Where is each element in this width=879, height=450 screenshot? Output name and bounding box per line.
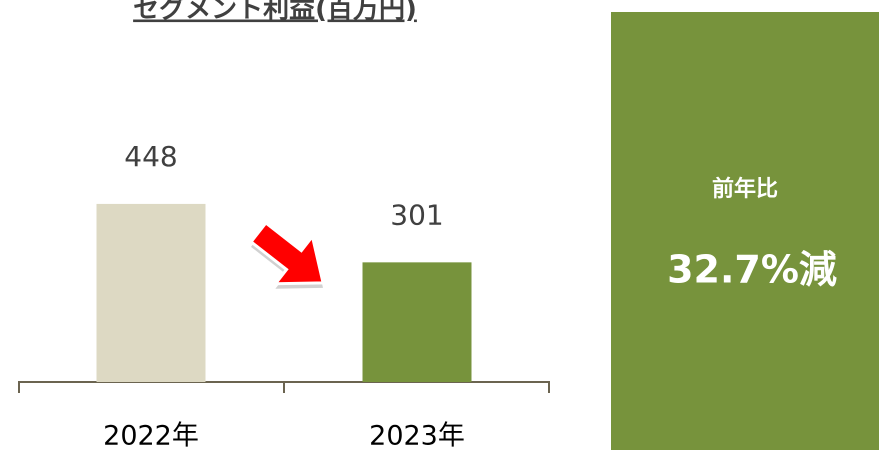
summary-panel	[611, 12, 879, 450]
chart-title: セグメント利益(百万円)	[133, 0, 417, 25]
panel-label: 前年比	[712, 176, 778, 202]
value-label: 301	[390, 198, 443, 231]
bar	[362, 262, 472, 382]
panel-value: 32.7%減	[667, 248, 837, 292]
bar	[96, 203, 206, 382]
x-tick-label: 2023年	[369, 421, 465, 450]
value-label: 448	[124, 140, 177, 173]
arrow	[248, 220, 325, 289]
x-tick-label: 2022年	[103, 421, 199, 450]
